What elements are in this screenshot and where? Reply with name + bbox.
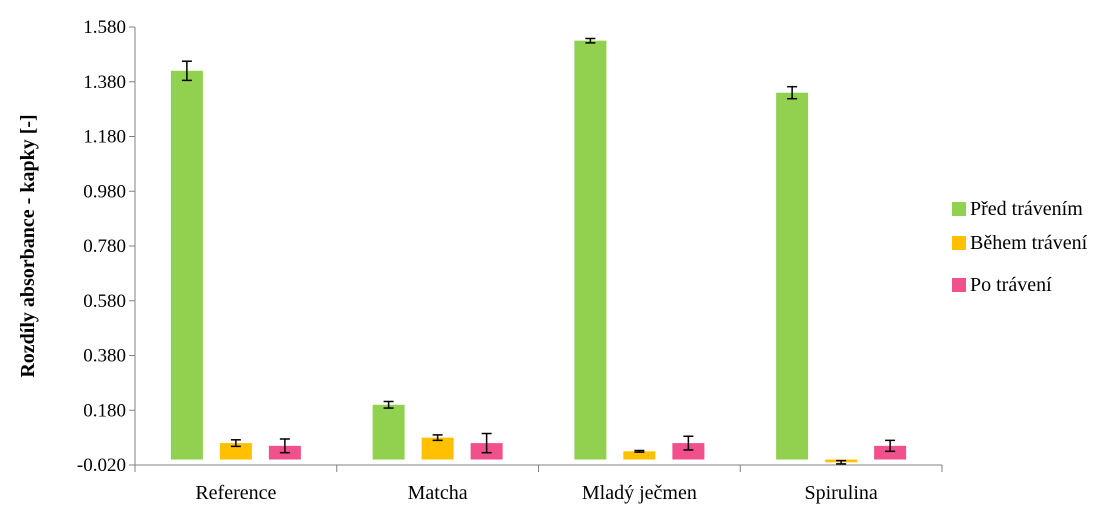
y-tick-label: -0.020 [77,455,126,476]
bar [421,437,454,460]
bar [372,404,405,460]
bar [170,70,203,460]
bar [574,40,607,460]
x-axis: Reference Matcha Mladý ječmen Spirulina [134,464,943,504]
legend: Před trávením Během trávení Po trávení [952,198,1088,296]
x-category-label: Matcha [408,482,468,504]
legend-label: Před trávením [970,198,1083,220]
y-tick-label: 0.380 [83,346,126,367]
legend-swatch [952,202,966,216]
y-tick-label: 0.980 [83,181,126,202]
x-category-label: Reference [195,482,276,504]
legend-label: Během trávení [970,232,1088,254]
bar [219,443,252,460]
y-tick-label: 0.580 [83,291,126,312]
y-tick-label: 1.180 [83,127,126,148]
bar [776,92,809,460]
x-category-label: Mladý ječmen [582,482,697,504]
y-tick-label: 1.580 [83,17,126,38]
y-tick-label: 1.380 [83,72,126,93]
legend-label: Po trávení [970,274,1052,296]
bars [170,37,907,465]
legend-swatch [952,236,966,250]
bar [874,445,907,460]
y-tick-label: 0.180 [83,400,126,421]
bar [623,451,656,460]
y-axis: -0.020 0.180 0.380 0.580 0.780 0.980 1.180 1.38… [77,17,136,476]
bar [672,443,705,460]
legend-swatch [952,278,966,292]
x-category-label: Spirulina [804,482,877,504]
y-tick-label: 0.780 [83,236,126,257]
y-axis-label: Rozdíly absorbance - kapky [-] [17,114,39,377]
